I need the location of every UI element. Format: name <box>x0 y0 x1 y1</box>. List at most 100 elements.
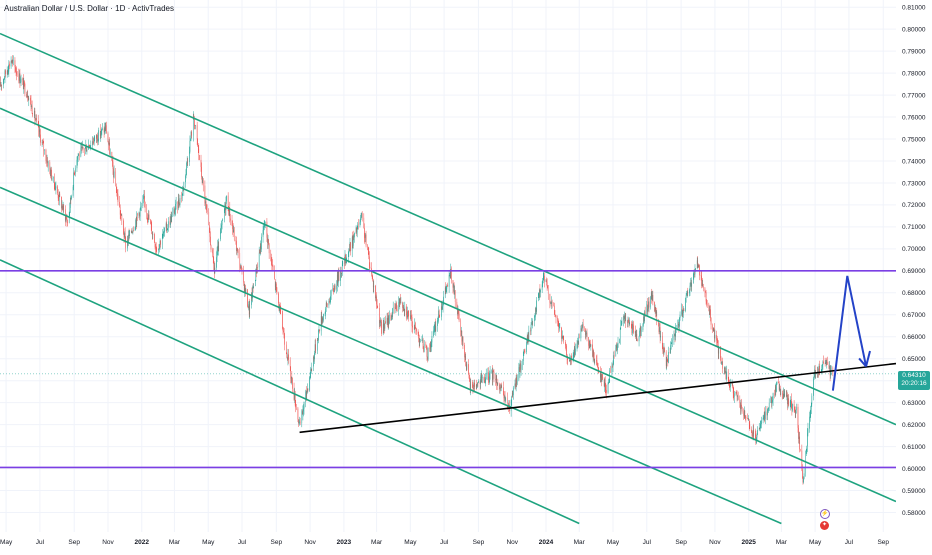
candle-body <box>592 345 593 357</box>
candle-body <box>125 233 126 238</box>
candle-body <box>469 373 470 378</box>
candle-body <box>668 360 669 363</box>
candle-body <box>792 407 793 410</box>
candle-body <box>716 335 717 340</box>
candle-body <box>396 303 397 308</box>
candle-body <box>201 167 202 177</box>
candle-body <box>16 71 17 72</box>
candle-body <box>643 324 644 330</box>
candle-body <box>259 253 260 268</box>
candle-body <box>792 404 793 411</box>
candle-body <box>144 196 145 202</box>
candle-body <box>783 394 784 399</box>
candle-body <box>271 257 272 260</box>
candle-body <box>211 245 212 249</box>
candle-body <box>411 316 412 317</box>
candle-body <box>529 331 530 341</box>
candle-body <box>67 223 68 224</box>
candle-body <box>685 298 686 311</box>
candle-body <box>9 64 10 72</box>
candle-body <box>189 152 190 162</box>
candle-body <box>370 267 371 268</box>
candle-body <box>597 360 598 363</box>
candle-body <box>503 387 504 391</box>
candle-body <box>602 374 603 382</box>
candle-body <box>694 274 695 275</box>
candle-body <box>20 82 21 83</box>
candle-body <box>426 346 427 347</box>
candle-body <box>98 130 99 141</box>
candle-body <box>562 338 563 339</box>
y-tick-label: 0.73000 <box>902 180 926 187</box>
candle-body <box>458 310 459 314</box>
candle-body <box>82 147 83 148</box>
candle-body <box>822 367 823 372</box>
candle-body <box>486 374 487 379</box>
candle-body <box>600 372 601 377</box>
candle-body <box>463 337 464 345</box>
candle-body <box>389 315 390 323</box>
x-tick-label: Nov <box>304 539 316 546</box>
candle-body <box>679 318 680 327</box>
candle-body <box>519 367 520 380</box>
x-tick-label: Jul <box>845 539 854 546</box>
candle-body <box>190 141 191 152</box>
candle-body <box>330 302 331 303</box>
candle-body <box>725 368 726 373</box>
y-tick-label: 0.70000 <box>902 246 926 253</box>
y-tick-label: 0.72000 <box>902 202 926 209</box>
y-tick-label: 0.71000 <box>902 224 926 231</box>
candle-body <box>671 344 672 346</box>
candle-body <box>439 315 440 316</box>
y-tick-label: 0.75000 <box>902 136 926 143</box>
bolt-icon[interactable]: ⚡ <box>820 509 830 519</box>
candle-body <box>582 324 583 327</box>
candle-body <box>823 362 824 365</box>
candle-body <box>19 74 20 80</box>
candle-body <box>273 266 274 270</box>
candle-body <box>79 154 80 157</box>
candle-body <box>453 284 454 287</box>
candle-body <box>114 171 115 177</box>
candle-body <box>561 328 562 339</box>
candle-body <box>143 198 144 199</box>
candle-body <box>61 197 62 208</box>
candle-body <box>668 352 669 363</box>
candle-body <box>381 322 382 334</box>
price-axis[interactable]: 0.810000.800000.790000.780000.770000.760… <box>896 0 932 550</box>
us-flag-icon[interactable]: ✦ <box>820 521 829 530</box>
candle-body <box>446 288 447 292</box>
candle-body <box>639 336 640 341</box>
candle-body <box>164 228 165 232</box>
candle-body <box>94 139 95 144</box>
candle-body <box>24 81 25 89</box>
candle-body <box>275 279 276 287</box>
candle-body <box>652 293 653 300</box>
candle-body <box>249 304 250 314</box>
candle-body <box>40 130 41 135</box>
candle-body <box>302 411 303 423</box>
candle-body <box>810 409 811 415</box>
candle-body <box>800 449 801 450</box>
candle-body <box>329 301 330 305</box>
candle-body <box>633 325 634 332</box>
candle-body <box>186 163 187 170</box>
candle-body <box>589 346 590 348</box>
candle-body <box>690 282 691 285</box>
candle-body <box>104 129 105 133</box>
candle-body <box>78 154 79 156</box>
candle-body <box>504 396 505 399</box>
candle-body <box>361 213 362 217</box>
candle-body <box>202 177 203 183</box>
candle-body <box>362 213 363 218</box>
candle-body <box>803 479 804 483</box>
candle-body <box>292 377 293 378</box>
candle-body <box>476 385 477 387</box>
candle-body <box>17 74 18 75</box>
candle-body <box>384 328 385 329</box>
candle-body <box>566 346 567 356</box>
candle-body <box>94 135 95 138</box>
